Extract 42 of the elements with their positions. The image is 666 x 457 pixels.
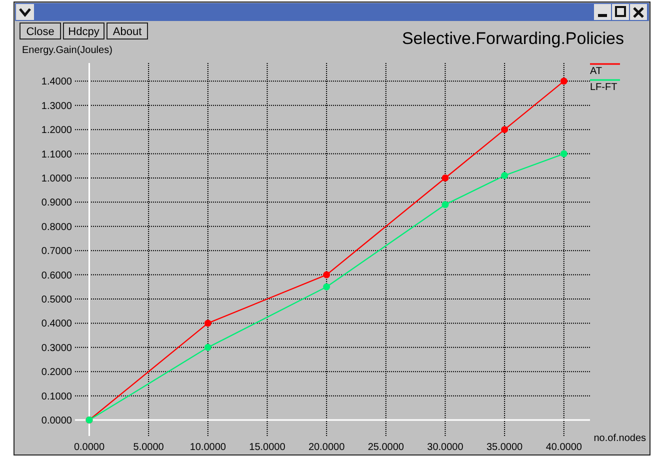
y-tick-label: 0.2000 <box>41 367 72 378</box>
y-tick-label: 0.6000 <box>41 270 72 282</box>
x-tick-label: 30.0000 <box>427 442 464 453</box>
x-tick-label: 20.0000 <box>308 442 346 453</box>
point <box>560 150 568 158</box>
point <box>442 174 449 182</box>
chart-title: Selective.Forwarding.Policies <box>402 29 624 48</box>
y-tick-label: 0.3000 <box>41 342 72 354</box>
x-tick-label: 0.0000 <box>74 442 105 453</box>
x-tick-label: 5.0000 <box>133 442 164 453</box>
text: Hdcpy <box>68 26 100 38</box>
text: About <box>112 26 142 38</box>
point <box>204 344 212 351</box>
point <box>560 78 568 85</box>
y-tick-label: 0.9000 <box>41 198 72 209</box>
y-tick-label: 0.5000 <box>41 294 72 306</box>
x-tick-label: 35.0000 <box>486 442 524 453</box>
point <box>323 283 330 290</box>
legend-label: LF-FT <box>590 82 618 93</box>
x-tick-label: 15.0000 <box>249 442 286 453</box>
y-tick-label: 0.8000 <box>41 222 72 233</box>
point <box>501 172 508 180</box>
y-tick-label: 0.0000 <box>41 416 72 427</box>
y-tick-label: 1.4000 <box>41 76 72 88</box>
y-tick-label: 1.1000 <box>41 149 72 160</box>
legend-label: AT <box>590 66 602 77</box>
y-tick-label: 0.7000 <box>41 246 72 258</box>
y-tick-label: 1.0000 <box>41 173 72 184</box>
point <box>442 201 449 208</box>
y-tick-label: 1.2000 <box>41 125 72 136</box>
x-tick-label: 25.0000 <box>368 442 404 453</box>
y-tick-label: 0.4000 <box>41 318 72 330</box>
point <box>501 126 508 134</box>
y-tick-label: 1.3000 <box>41 100 72 112</box>
point <box>323 271 330 278</box>
text: Close <box>26 26 54 38</box>
y-tick-label: 0.1000 <box>41 391 72 402</box>
x-tick-label: 10.0000 <box>190 442 226 453</box>
x-tick-label: 40.0000 <box>546 442 582 453</box>
point <box>204 320 212 327</box>
y-axis-title: Energy.Gain(Joules) <box>22 45 112 56</box>
x-axis-title: no.of.nodes <box>594 433 646 444</box>
